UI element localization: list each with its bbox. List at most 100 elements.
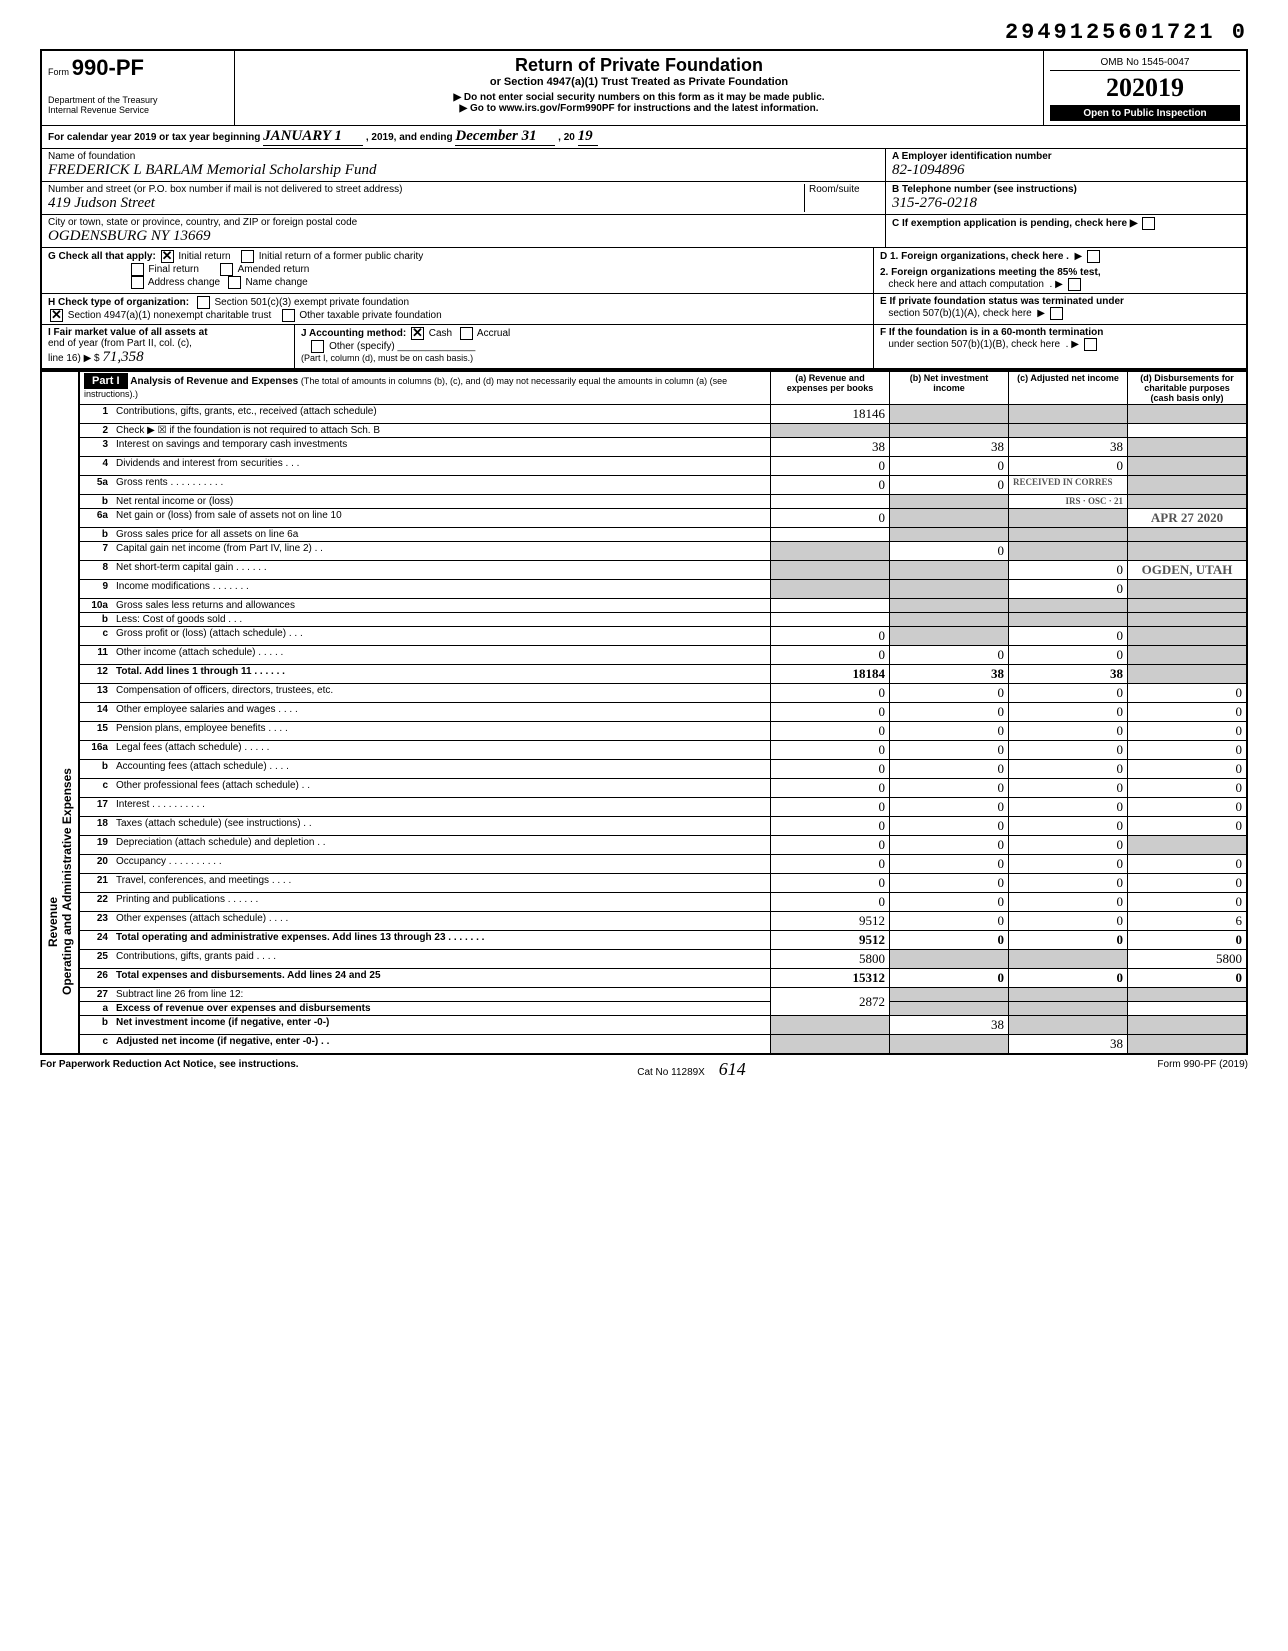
street-label: Number and street (or P.O. box number if… bbox=[48, 184, 804, 195]
section-g-d: G Check all that apply: Initial return I… bbox=[40, 247, 1248, 293]
box-c-checkbox[interactable] bbox=[1142, 217, 1155, 230]
tax-year-begin: JANUARY 1 bbox=[263, 128, 363, 146]
table-row: 10aGross sales less returns and allowanc… bbox=[41, 599, 1247, 613]
table-row: bGross sales price for all assets on lin… bbox=[41, 528, 1247, 542]
table-row: 12Total. Add lines 1 through 11 . . . . … bbox=[41, 665, 1247, 684]
final-return-checkbox[interactable] bbox=[131, 263, 144, 276]
tax-year: 2019 bbox=[1132, 73, 1184, 102]
form-number: 990-PF bbox=[72, 55, 144, 80]
foundation-name: FREDERICK L BARLAM Memorial Scholarship … bbox=[48, 162, 879, 179]
box-g-label: G Check all that apply: bbox=[48, 251, 156, 262]
section-i-j-f: I Fair market value of all assets at end… bbox=[40, 324, 1248, 370]
g-opt-5: Name change bbox=[245, 277, 307, 288]
table-row: 15Pension plans, employee benefits . . .… bbox=[41, 722, 1247, 741]
stamp-line2: IRS · OSC · 21 bbox=[1009, 495, 1128, 509]
box-i-line: line 16) ▶ $ bbox=[48, 353, 100, 364]
g-opt-3: Amended return bbox=[238, 264, 310, 275]
address-change-checkbox[interactable] bbox=[131, 276, 144, 289]
room-label: Room/suite bbox=[809, 184, 879, 195]
table-row: 17Interest . . . . . . . . . .0000 bbox=[41, 798, 1247, 817]
public-inspection-label: Open to Public Inspection bbox=[1050, 106, 1240, 121]
document-locator-number: 2949125601721 0 bbox=[40, 20, 1248, 45]
other-method-checkbox[interactable] bbox=[311, 340, 324, 353]
foreign-org-checkbox[interactable] bbox=[1087, 250, 1100, 263]
fmv-value: 71,358 bbox=[102, 349, 202, 366]
omb-number: OMB No 1545-0047 bbox=[1050, 55, 1240, 71]
former-public-charity-checkbox[interactable] bbox=[241, 250, 254, 263]
revenue-vlabel: Revenue bbox=[46, 792, 60, 1052]
street-address: 419 Judson Street bbox=[48, 195, 155, 212]
box-i-sub: end of year (from Part II, col. (c), bbox=[48, 338, 192, 349]
section-h-e: H Check type of organization: Section 50… bbox=[40, 293, 1248, 324]
name-change-checkbox[interactable] bbox=[228, 276, 241, 289]
60month-checkbox[interactable] bbox=[1084, 338, 1097, 351]
name-label: Name of foundation bbox=[48, 151, 879, 162]
table-row: cOther professional fees (attach schedul… bbox=[41, 779, 1247, 798]
table-row: bLess: Cost of goods sold . . . bbox=[41, 613, 1247, 627]
table-row: bNet rental income or (loss)IRS · OSC · … bbox=[41, 495, 1247, 509]
box-e1: E If private foundation status was termi… bbox=[880, 296, 1124, 307]
stamp-line4: OGDEN, UTAH bbox=[1128, 561, 1248, 580]
box-j-label: J Accounting method: bbox=[301, 328, 406, 339]
4947a1-checkbox[interactable] bbox=[50, 309, 63, 322]
table-row: 14Other employee salaries and wages . . … bbox=[41, 703, 1247, 722]
501c3-checkbox[interactable] bbox=[197, 296, 210, 309]
foreign-85-checkbox[interactable] bbox=[1068, 278, 1081, 291]
cat-number: Cat No 11289X bbox=[637, 1067, 705, 1078]
ssn-warning: ▶ Do not enter social security numbers o… bbox=[241, 92, 1037, 103]
box-h-label: H Check type of organization: bbox=[48, 297, 189, 308]
initial-return-checkbox[interactable] bbox=[161, 250, 174, 263]
goto-url: ▶ Go to www.irs.gov/Form990PF for instru… bbox=[241, 103, 1037, 114]
col-d-header: (d) Disbursements for charitable purpose… bbox=[1128, 371, 1248, 405]
table-row: 1Contributions, gifts, grants, etc., rec… bbox=[41, 405, 1247, 424]
col-b-header: (b) Net investment income bbox=[890, 371, 1009, 405]
col-a-header: (a) Revenue and expenses per books bbox=[771, 371, 890, 405]
table-row: aExcess of revenue over expenses and dis… bbox=[41, 1002, 1247, 1016]
h-opt-2: Section 4947(a)(1) nonexempt charitable … bbox=[68, 310, 271, 321]
table-row: 24Total operating and administrative exp… bbox=[41, 931, 1247, 950]
j-other: Other (specify) bbox=[329, 341, 395, 352]
box-e2: section 507(b)(1)(A), check here bbox=[888, 308, 1031, 319]
h-opt-1: Section 501(c)(3) exempt private foundat… bbox=[214, 297, 409, 308]
table-row: bNet investment income (if negative, ent… bbox=[41, 1016, 1247, 1035]
table-row: cAdjusted net income (if negative, enter… bbox=[41, 1035, 1247, 1055]
amended-return-checkbox[interactable] bbox=[220, 263, 233, 276]
table-row: 26Total expenses and disbursements. Add … bbox=[41, 969, 1247, 988]
j-cash: Cash bbox=[429, 328, 452, 339]
footer-handwritten: 614 bbox=[719, 1059, 819, 1080]
g-opt-4: Address change bbox=[148, 277, 220, 288]
treasury-dept: Department of the Treasury bbox=[48, 95, 228, 105]
cal-tail: , 20 bbox=[558, 132, 575, 143]
expenses-vlabel: Operating and Administrative Expenses bbox=[60, 712, 74, 1052]
form-title: Return of Private Foundation bbox=[241, 55, 1037, 76]
form-header: Form 990-PF Department of the Treasury I… bbox=[40, 49, 1248, 125]
calendar-year-row: For calendar year 2019 or tax year begin… bbox=[40, 125, 1248, 148]
box-c-label: C If exemption application is pending, c… bbox=[892, 218, 1138, 229]
page-footer: For Paperwork Reduction Act Notice, see … bbox=[40, 1055, 1248, 1080]
phone-label: B Telephone number (see instructions) bbox=[892, 184, 1240, 195]
table-row: 25Contributions, gifts, grants paid . . … bbox=[41, 950, 1247, 969]
cal-mid: , 2019, and ending bbox=[366, 132, 453, 143]
ein-value: 82-1094896 bbox=[892, 162, 992, 179]
part1-title: Analysis of Revenue and Expenses bbox=[130, 376, 298, 387]
table-row: 5aGross rents . . . . . . . . . .00RECEI… bbox=[41, 476, 1247, 495]
terminated-checkbox[interactable] bbox=[1050, 307, 1063, 320]
accrual-method-checkbox[interactable] bbox=[460, 327, 473, 340]
h-opt-3: Other taxable private foundation bbox=[299, 310, 441, 321]
table-row: 8Net short-term capital gain . . . . . .… bbox=[41, 561, 1247, 580]
form-footer-right: Form 990-PF (2019) bbox=[1157, 1059, 1248, 1080]
tax-year-end: December 31 bbox=[455, 128, 555, 146]
g-opt-1: Initial return of a former public charit… bbox=[259, 251, 424, 262]
box-d2b: check here and attach computation bbox=[888, 279, 1044, 290]
other-taxable-checkbox[interactable] bbox=[282, 309, 295, 322]
box-d1: D 1. Foreign organizations, check here . bbox=[880, 251, 1069, 262]
irs-label: Internal Revenue Service bbox=[48, 105, 228, 115]
table-row: 9Income modifications . . . . . . .0 bbox=[41, 580, 1247, 599]
g-opt-2: Final return bbox=[148, 264, 199, 275]
pra-notice: For Paperwork Reduction Act Notice, see … bbox=[40, 1059, 299, 1080]
table-row: 21Travel, conferences, and meetings . . … bbox=[41, 874, 1247, 893]
cash-method-checkbox[interactable] bbox=[411, 327, 424, 340]
table-row: 4Dividends and interest from securities … bbox=[41, 457, 1247, 476]
box-f1: F If the foundation is in a 60-month ter… bbox=[880, 327, 1103, 338]
ein-label: A Employer identification number bbox=[892, 151, 1240, 162]
